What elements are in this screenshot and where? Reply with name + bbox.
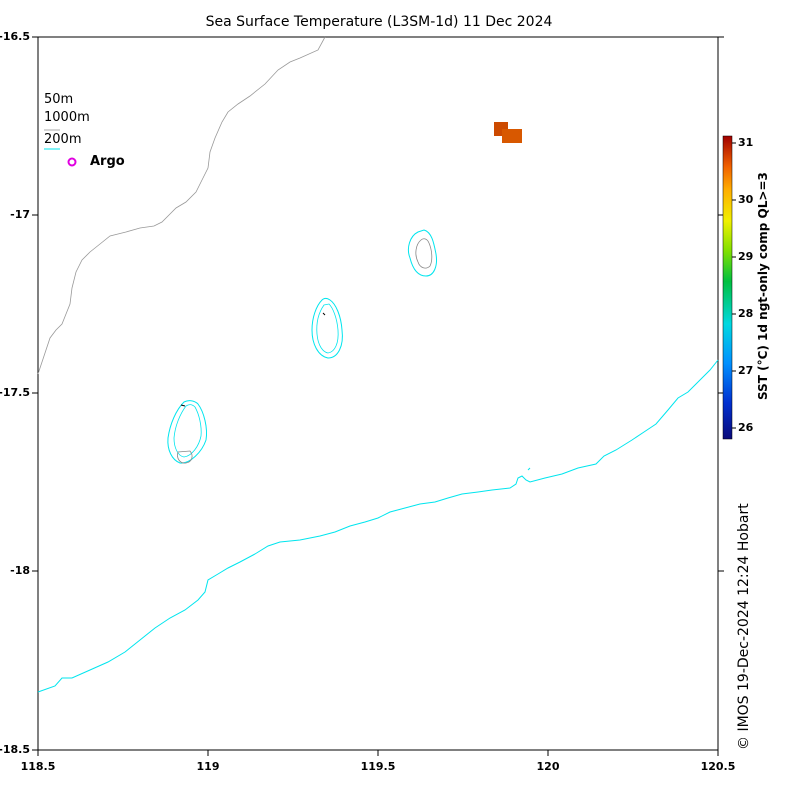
island-outline [322,312,326,316]
x-tick-label: 119 [196,760,220,773]
isobath-1000m-line [37,36,326,375]
isobath-200m-line [37,359,719,693]
y-tick-label: -16.5 [0,30,30,43]
legend-label-200m: 200m [44,132,82,147]
colorbar [722,135,733,440]
axis-ticks [32,36,724,756]
island-outline [177,450,193,464]
plot-frame [37,36,719,751]
island-200m-contour [173,404,202,458]
legend-label-50m: 50m [44,92,74,107]
island-200m-contour [316,303,339,354]
colorbar-tick-label: 27 [738,364,754,377]
y-tick-label: -17.5 [0,386,30,399]
colorbar-label: SST (°C) 1d ngt-only comp QL>=3 [756,172,770,400]
x-tick-label: 120 [536,760,560,773]
credit-text: © IMOS 19-Dec-2024 12:24 Hobart [736,503,752,750]
isobath-200m-line [527,467,531,471]
map-title: Sea Surface Temperature (L3SM-1d) 11 Dec… [205,14,553,30]
y-tick-label: -17 [10,208,30,221]
y-tick-label: -18 [10,564,30,577]
island-200m-contour [167,400,207,464]
colorbar-ticks [732,142,736,429]
colorbar-tick-label: 30 [738,193,754,206]
y-tick-label: -18.5 [0,743,30,756]
island-outline [180,404,186,407]
colorbar-tick-label: 29 [738,250,754,263]
x-tick-label: 120.5 [700,760,736,773]
x-tick-label: 118.5 [20,760,56,773]
legend-label-1000m: 1000m [44,110,90,125]
island-200m-contour [407,229,437,277]
legend-label-argo: Argo [90,154,125,169]
colorbar-tick-label: 28 [738,307,754,320]
island-outline [415,238,433,269]
sst-cell [502,129,522,143]
x-tick-label: 119.5 [360,760,396,773]
colorbar-tick-label: 26 [738,421,754,434]
argo-marker-icon [67,157,77,167]
colorbar-tick-label: 31 [738,136,754,149]
island-200m-contour [311,298,343,359]
